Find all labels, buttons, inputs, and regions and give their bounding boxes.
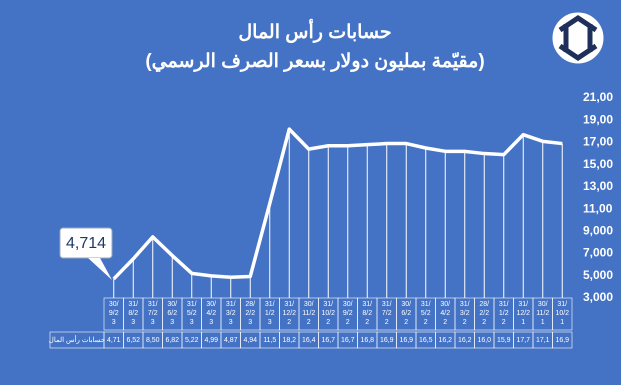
x-tick-label: 31/5/2 2	[421, 301, 431, 326]
x-tick-label: 31/1/2 3	[265, 301, 275, 326]
data-label: 16,2	[438, 337, 452, 344]
y-tick-label: 11,00	[583, 201, 613, 215]
y-tick-label: 7,000	[583, 246, 613, 260]
x-tick-label: 30/4/2 3	[206, 301, 216, 326]
data-label: 16,9	[380, 337, 394, 344]
data-label: 16,7	[341, 337, 355, 344]
x-tick-label: 30/9/2 2	[343, 301, 353, 326]
x-tick-label: 30/6/2 2	[401, 301, 411, 326]
x-tick-label: 30/6/2 3	[167, 301, 177, 326]
value-cell	[552, 331, 573, 349]
y-tick-label: 19,00	[583, 112, 613, 126]
x-tick-label: 31/12/2 1	[516, 301, 530, 326]
data-label: 6,82	[165, 337, 179, 344]
y-tick-label: 15,00	[583, 157, 613, 171]
data-label: 16,5	[419, 337, 433, 344]
x-tick-label: 31/7/2 3	[148, 301, 158, 326]
x-tick-label: 31/1/2 2	[499, 301, 509, 326]
x-tick-label: 31/10/2 2	[321, 301, 335, 326]
data-label: 4,87	[224, 337, 238, 344]
y-tick-label: 9,000	[583, 224, 613, 238]
x-tick-label: 31/12/2 2	[282, 301, 296, 326]
y-tick-label: 5,000	[583, 268, 613, 282]
row-header: حسابات رأس المال	[49, 334, 105, 344]
callout-box	[59, 227, 113, 259]
y-tick-label: 21,00	[583, 90, 613, 104]
x-tick-label: 30/11/2 2	[302, 301, 315, 326]
data-label: 15,9	[497, 337, 511, 344]
x-tick-label: 30/9/2 3	[109, 301, 119, 326]
x-tick-label: 28/2/2 3	[245, 301, 255, 326]
data-label: 17,1	[536, 337, 550, 344]
data-label: 16,9	[555, 337, 569, 344]
logo	[552, 12, 604, 64]
x-tick-label: 31/8/2 2	[362, 301, 372, 326]
data-label: 18,2	[282, 337, 296, 344]
data-label: 8,50	[146, 337, 160, 344]
chart-title: حسابات رأس المال	[238, 18, 391, 43]
data-label: 4,94	[243, 337, 257, 344]
data-label: 16,4	[302, 337, 316, 344]
y-tick-label: 13,00	[583, 179, 613, 193]
x-tick-label: 28/2/2 2	[479, 301, 489, 326]
callout-tail	[88, 258, 112, 280]
x-tick-label: 30/4/2 2	[440, 301, 450, 326]
data-label: 16,7	[321, 337, 335, 344]
series-line	[112, 127, 563, 281]
data-label: 4,99	[204, 337, 218, 344]
data-label: 16,9	[399, 337, 413, 344]
data-label: 11,5	[263, 337, 276, 344]
x-tick-label: 31/3/2 2	[460, 301, 470, 326]
annotation: 4,714	[66, 235, 106, 252]
x-tick-label: 30/11/2 1	[536, 301, 549, 326]
x-tick-label: 31/5/2 3	[187, 301, 197, 326]
data-label: 16,0	[477, 337, 491, 344]
x-tick-label: 31/8/2 3	[128, 301, 138, 326]
chart-subtitle: (مقيّمة بمليون دولار بسعر الصرف الرسمي)	[145, 51, 484, 73]
x-tick-label: 31/7/2 2	[382, 301, 392, 326]
data-label: 4,71	[107, 337, 121, 344]
data-label: 5,22	[185, 337, 199, 344]
x-tick-label: 31/10/2 1	[555, 301, 569, 326]
x-tick-label: 31/3/2 3	[226, 301, 236, 326]
data-label: 16,2	[458, 337, 472, 344]
y-tick-label: 17,00	[583, 135, 613, 149]
y-tick-label: 3,000	[583, 290, 613, 304]
data-label: 6,52	[126, 337, 140, 344]
category-cell	[552, 297, 573, 331]
data-label: 16,8	[360, 337, 374, 344]
data-label: 17,7	[516, 337, 530, 344]
